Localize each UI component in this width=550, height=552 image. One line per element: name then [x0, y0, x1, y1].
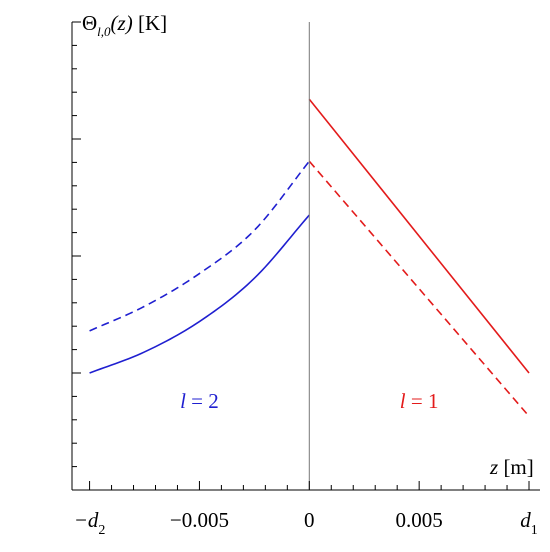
- series-line-l2-solid: [89, 214, 310, 374]
- axes: [71, 21, 540, 491]
- x-tick-label: 0.005: [396, 508, 443, 532]
- x-tick-label: −0.005: [170, 508, 229, 532]
- series-annotation-2: l = 1: [400, 389, 439, 413]
- x-tick-label: 0: [304, 508, 315, 532]
- y-axis-title: Θl,0(z) [K]: [82, 11, 167, 39]
- series-line-l2-dashed: [89, 160, 310, 332]
- series-line-l1-dashed: [308, 160, 530, 417]
- x-tick-label: −d2: [74, 508, 106, 538]
- annotations: l = 2 l = 1: [180, 389, 438, 413]
- plot-lines: [89, 98, 530, 417]
- x-tick-label: d1: [520, 508, 538, 538]
- x-axis-title: z [m]: [489, 455, 534, 479]
- series-annotation-1: l = 2: [180, 389, 219, 413]
- series-line-l1-solid: [308, 98, 530, 374]
- tick-labels: −d2 −0.005 0 0.005 d1: [74, 508, 538, 538]
